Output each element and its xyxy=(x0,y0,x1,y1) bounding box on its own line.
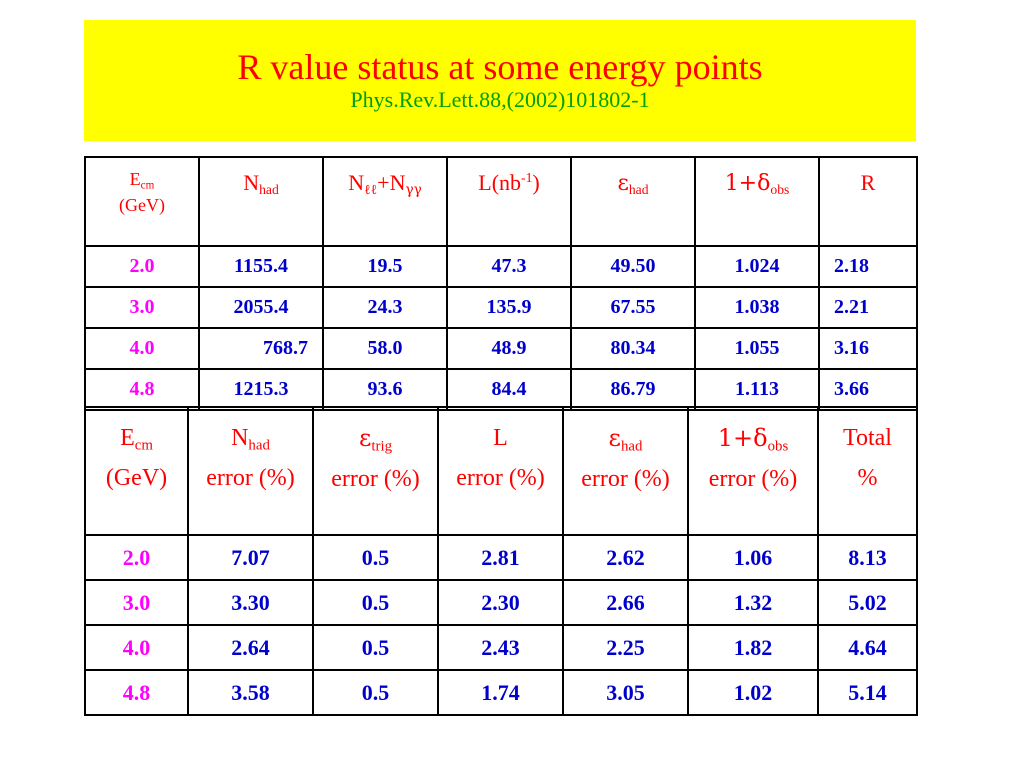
cell-energy: 4.8 xyxy=(84,669,189,716)
cell-lum-error: 2.81 xyxy=(437,534,564,581)
header-nhad-error: Nhad error (%) xyxy=(187,406,314,536)
cell-total: 5.02 xyxy=(817,579,918,626)
cell-nll: 24.3 xyxy=(322,286,448,329)
table-row: 4.8 3.58 0.5 1.74 3.05 1.02 5.14 xyxy=(84,669,918,716)
cell-total: 4.64 xyxy=(817,624,918,671)
table-row: 3.0 3.30 0.5 2.30 2.66 1.32 5.02 xyxy=(84,579,918,626)
cell-nll: 58.0 xyxy=(322,327,448,370)
header-ecm: Ecm (GeV) xyxy=(84,156,200,247)
header-nll-ngg: Nℓℓ+Nγγ xyxy=(322,156,448,247)
cell-r: 2.21 xyxy=(818,286,918,329)
title-banner: R value status at some energy points Phy… xyxy=(84,20,916,141)
header-lum-error: L error (%) xyxy=(437,406,564,536)
cell-lum-error: 2.43 xyxy=(437,624,564,671)
cell-rad: 1.024 xyxy=(694,245,820,288)
cell-nhad-error: 2.64 xyxy=(187,624,314,671)
table-row: 3.0 2055.4 24.3 135.9 67.55 1.038 2.21 xyxy=(84,286,918,329)
cell-eff-error: 2.25 xyxy=(562,624,689,671)
header-ecm: Ecm (GeV) xyxy=(84,406,189,536)
cell-energy: 2.0 xyxy=(84,534,189,581)
table-header-row: Ecm (GeV) Nhad error (%) εtrig error (%)… xyxy=(84,406,918,536)
cell-nhad: 1155.4 xyxy=(198,245,324,288)
cell-nll: 93.6 xyxy=(322,368,448,411)
cell-r: 3.66 xyxy=(818,368,918,411)
cell-energy: 2.0 xyxy=(84,245,200,288)
table-row: 4.0 768.7 58.0 48.9 80.34 1.055 3.16 xyxy=(84,327,918,370)
error-table: Ecm (GeV) Nhad error (%) εtrig error (%)… xyxy=(84,406,918,716)
cell-energy: 4.0 xyxy=(84,327,200,370)
cell-r: 3.16 xyxy=(818,327,918,370)
cell-energy: 4.0 xyxy=(84,624,189,671)
table-row: 2.0 7.07 0.5 2.81 2.62 1.06 8.13 xyxy=(84,534,918,581)
cell-rad-error: 1.06 xyxy=(687,534,819,581)
cell-eff-error: 3.05 xyxy=(562,669,689,716)
header-total: Total % xyxy=(817,406,918,536)
r-value-table: Ecm (GeV) Nhad Nℓℓ+Nγγ L(nb-1) εhad 1+δo… xyxy=(84,156,918,411)
header-eff-error: εhad error (%) xyxy=(562,406,689,536)
table-row: 2.0 1155.4 19.5 47.3 49.50 1.024 2.18 xyxy=(84,245,918,288)
cell-nhad-error: 3.58 xyxy=(187,669,314,716)
table-header-row: Ecm (GeV) Nhad Nℓℓ+Nγγ L(nb-1) εhad 1+δo… xyxy=(84,156,918,247)
cell-eff-error: 2.62 xyxy=(562,534,689,581)
cell-trig-error: 0.5 xyxy=(312,579,439,626)
header-luminosity: L(nb-1) xyxy=(446,156,572,247)
slide-subtitle: Phys.Rev.Lett.88,(2002)101802-1 xyxy=(350,87,650,112)
slide-title: R value status at some energy points xyxy=(237,47,763,87)
cell-eff-error: 2.66 xyxy=(562,579,689,626)
cell-nhad-error: 7.07 xyxy=(187,534,314,581)
cell-total: 8.13 xyxy=(817,534,918,581)
cell-lum-error: 2.30 xyxy=(437,579,564,626)
cell-nll: 19.5 xyxy=(322,245,448,288)
cell-eff: 49.50 xyxy=(570,245,696,288)
cell-eff: 86.79 xyxy=(570,368,696,411)
cell-rad: 1.113 xyxy=(694,368,820,411)
cell-r: 2.18 xyxy=(818,245,918,288)
cell-total: 5.14 xyxy=(817,669,918,716)
header-trig-error: εtrig error (%) xyxy=(312,406,439,536)
cell-trig-error: 0.5 xyxy=(312,669,439,716)
cell-nhad: 2055.4 xyxy=(198,286,324,329)
cell-rad: 1.055 xyxy=(694,327,820,370)
table-row: 4.0 2.64 0.5 2.43 2.25 1.82 4.64 xyxy=(84,624,918,671)
cell-rad-error: 1.32 xyxy=(687,579,819,626)
cell-trig-error: 0.5 xyxy=(312,534,439,581)
cell-nhad-error: 3.30 xyxy=(187,579,314,626)
cell-lum: 47.3 xyxy=(446,245,572,288)
cell-energy: 4.8 xyxy=(84,368,200,411)
header-r: R xyxy=(818,156,918,247)
cell-nhad: 768.7 xyxy=(198,327,324,370)
cell-rad: 1.038 xyxy=(694,286,820,329)
header-rad-error: 1+δobs error (%) xyxy=(687,406,819,536)
cell-trig-error: 0.5 xyxy=(312,624,439,671)
header-eff-had: εhad xyxy=(570,156,696,247)
header-rad-corr: 1+δobs xyxy=(694,156,820,247)
cell-eff: 80.34 xyxy=(570,327,696,370)
header-nhad: Nhad xyxy=(198,156,324,247)
cell-lum: 84.4 xyxy=(446,368,572,411)
cell-eff: 67.55 xyxy=(570,286,696,329)
cell-energy: 3.0 xyxy=(84,286,200,329)
cell-lum: 135.9 xyxy=(446,286,572,329)
cell-lum-error: 1.74 xyxy=(437,669,564,716)
cell-energy: 3.0 xyxy=(84,579,189,626)
cell-nhad: 1215.3 xyxy=(198,368,324,411)
cell-rad-error: 1.82 xyxy=(687,624,819,671)
table-row: 4.8 1215.3 93.6 84.4 86.79 1.113 3.66 xyxy=(84,368,918,411)
cell-rad-error: 1.02 xyxy=(687,669,819,716)
cell-lum: 48.9 xyxy=(446,327,572,370)
